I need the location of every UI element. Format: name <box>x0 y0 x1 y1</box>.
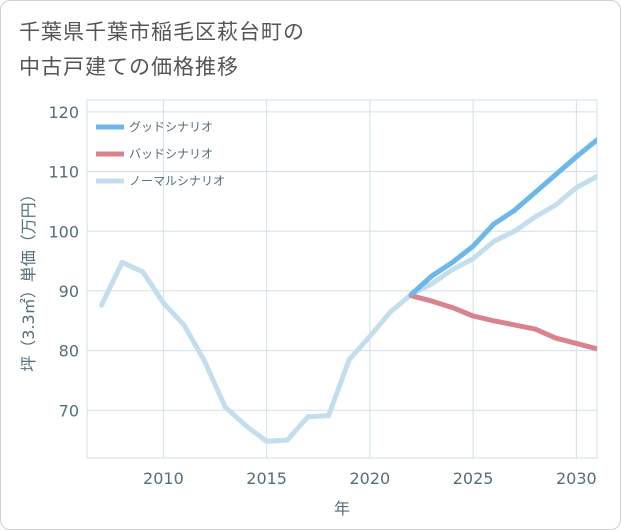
y-tick-label: 70 <box>59 401 79 420</box>
y-tick-label: 120 <box>48 103 79 122</box>
grid-lines <box>86 99 598 459</box>
series-layer <box>99 137 597 444</box>
x-tick-label: 2015 <box>246 469 287 488</box>
legend-label: グッドシナリオ <box>129 120 213 134</box>
y-tick-label: 80 <box>59 342 79 361</box>
plot-frame <box>86 99 598 459</box>
chart-title-line-2: 中古戸建ての価格推移 <box>19 55 239 79</box>
y-axis-title: 坪（3.3㎡）単価（万円） <box>19 186 38 371</box>
y-tick-label: 100 <box>48 222 79 241</box>
x-tick-label: 2025 <box>453 469 494 488</box>
chart-title: 千葉県千葉市稲毛区萩台町の 中古戸建ての価格推移 <box>19 15 439 85</box>
x-tick-label: 2020 <box>350 469 391 488</box>
series-line-good <box>408 137 597 297</box>
y-tick-label: 110 <box>48 163 79 182</box>
legend-label: ノーマルシナリオ <box>129 174 225 188</box>
x-tick-label: 2030 <box>556 469 597 488</box>
chart-title-line-1: 千葉県千葉市稲毛区萩台町の <box>19 20 305 44</box>
series-line-normal <box>99 173 597 444</box>
x-tick-label: 2010 <box>143 469 184 488</box>
axis-ticks: 2010 2015 2020 2025 2030 70 80 90 100 110 120 <box>48 103 596 488</box>
y-tick-label: 90 <box>59 282 79 301</box>
legend-label: バッドシナリオ <box>129 147 213 161</box>
x-axis-title: 年 <box>334 499 350 518</box>
series-line-bad <box>408 293 597 352</box>
